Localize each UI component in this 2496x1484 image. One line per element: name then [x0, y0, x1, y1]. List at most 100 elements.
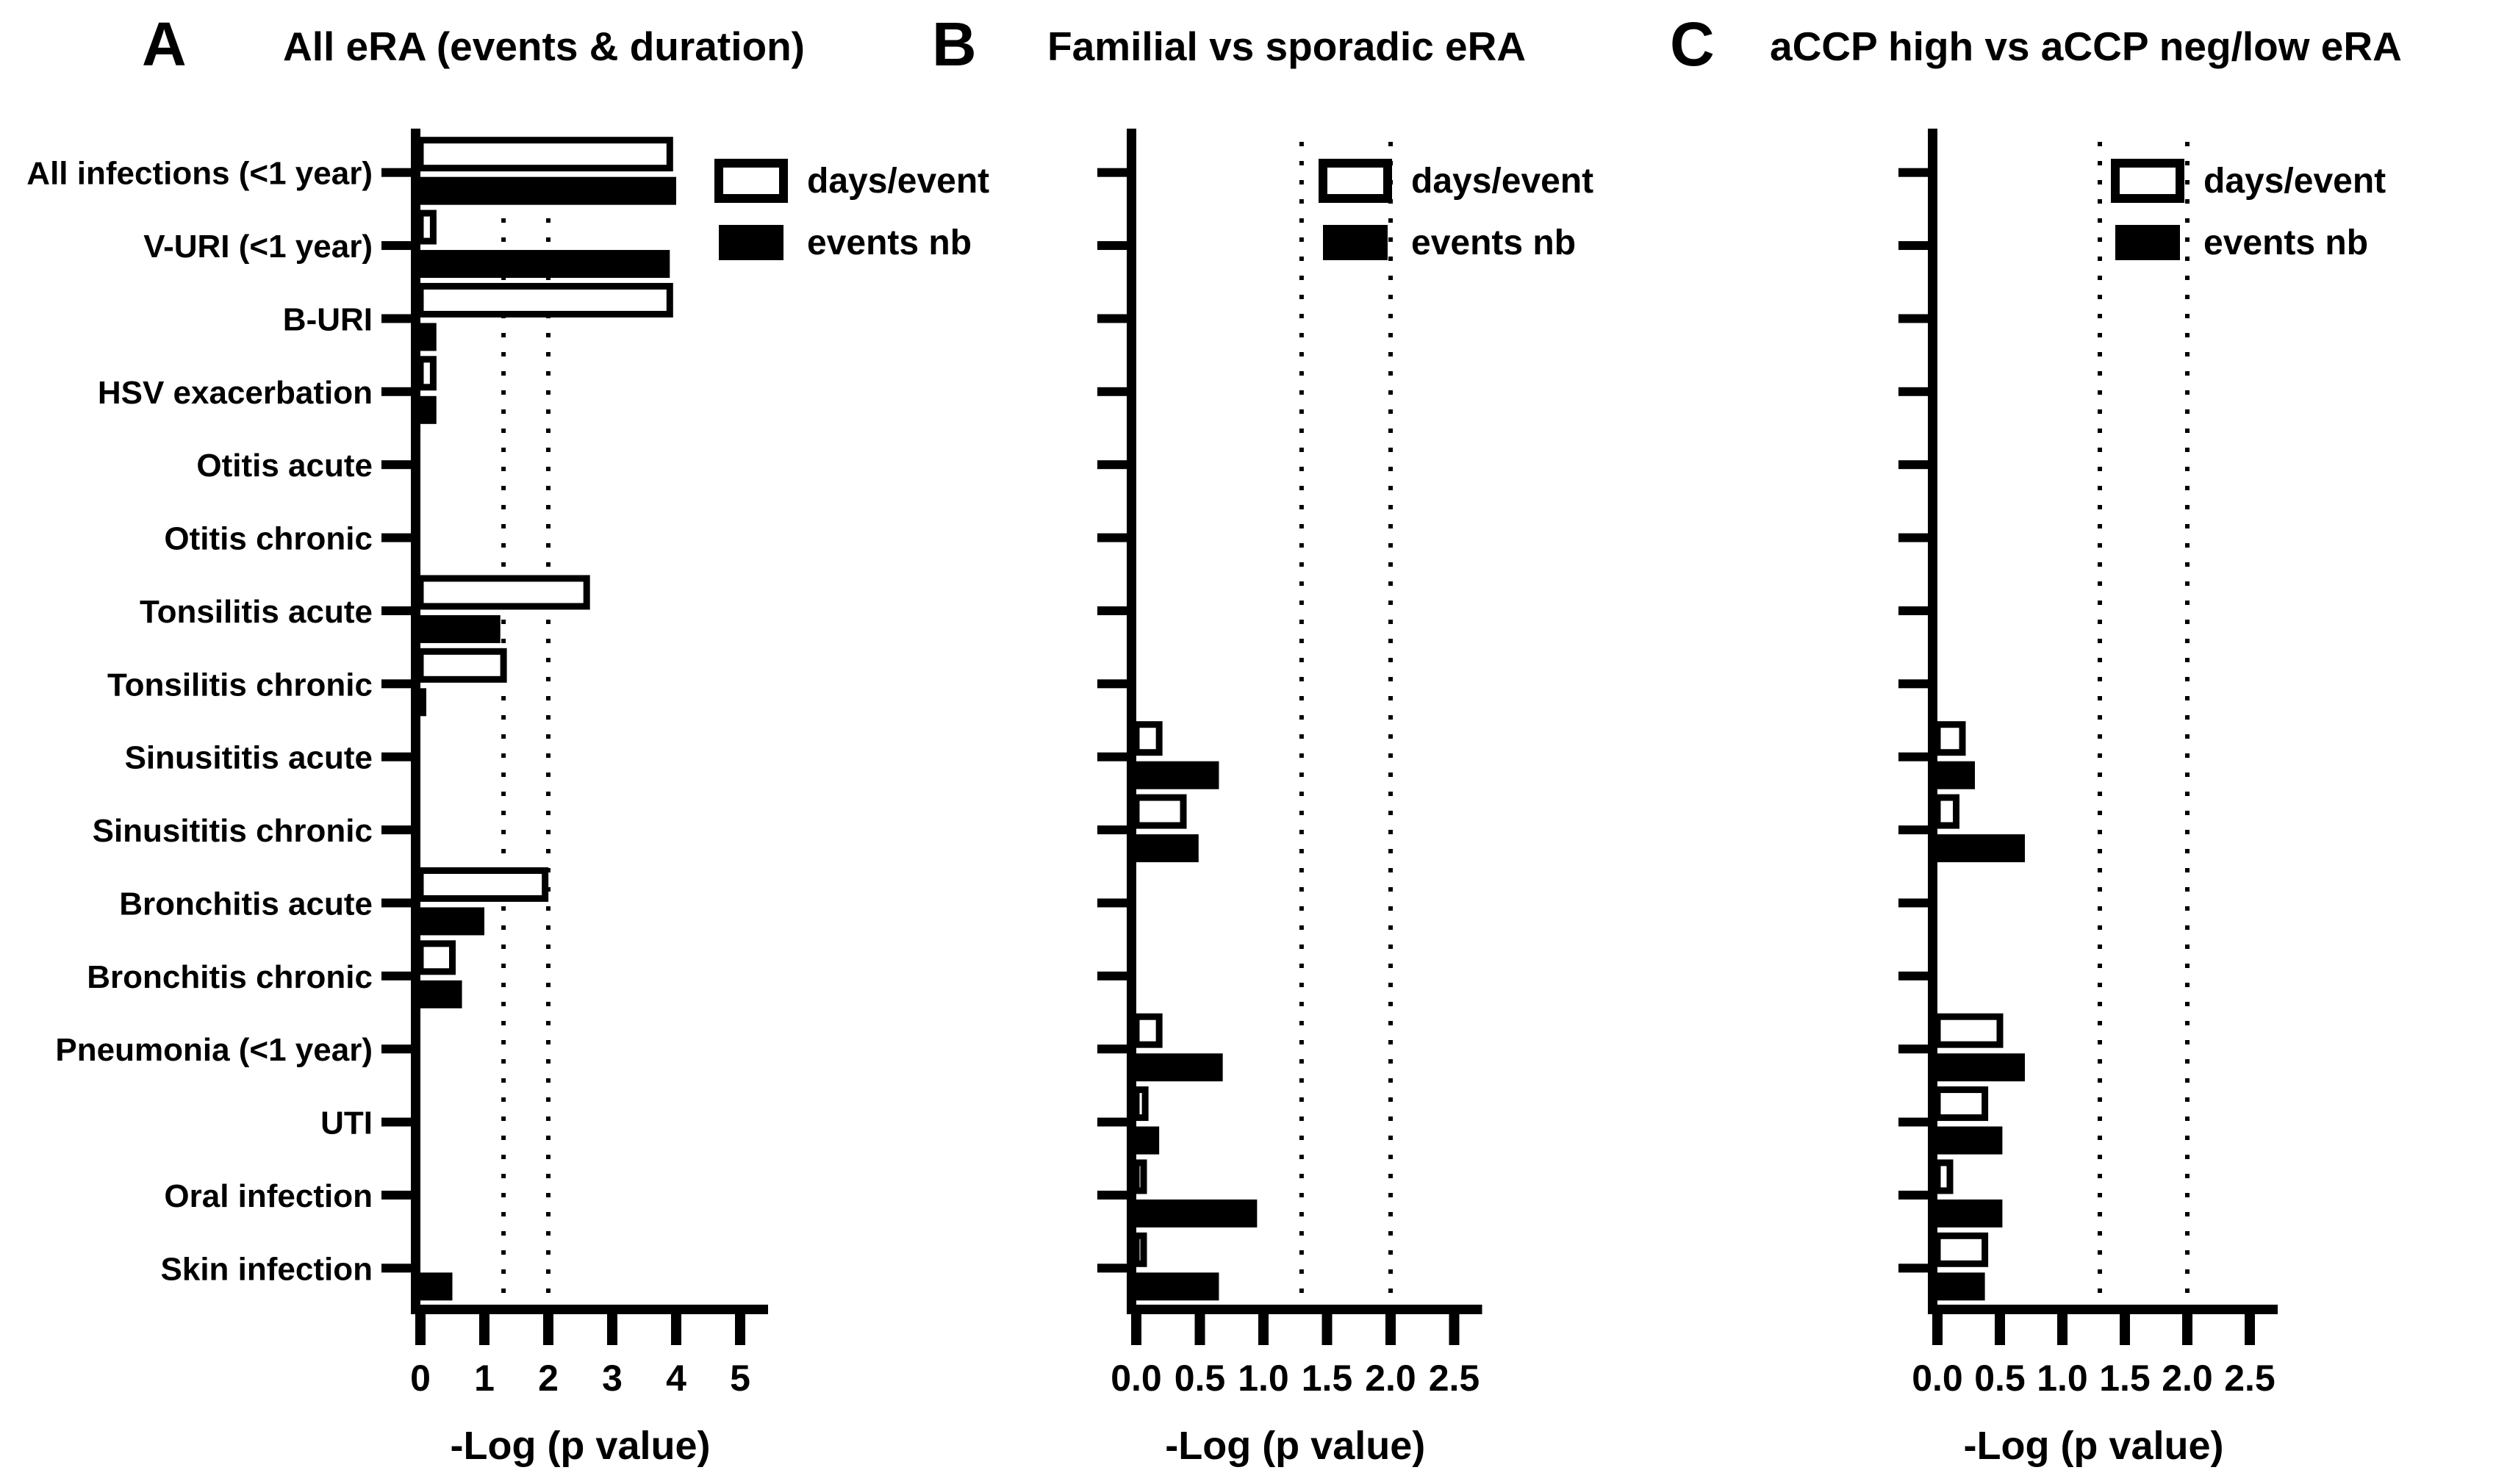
bar-events-nb-a: [420, 614, 501, 643]
y-tick-a: [381, 533, 411, 542]
y-tick-c: [1898, 1263, 1928, 1273]
bar-days-event-a: [417, 867, 549, 902]
legend-events-nb-swatch-icon: [2115, 225, 2180, 260]
bar-events-nb-a: [420, 323, 437, 351]
panel-a-title: All eRA (events & duration): [283, 24, 805, 69]
y-tick-a: [381, 460, 411, 470]
x-tick-c: [1995, 1314, 2005, 1345]
bar-events-nb-c: [1937, 1126, 2003, 1155]
category-label: Tonsilitis chronic: [107, 667, 373, 703]
x-tick-label: 2.0: [2162, 1358, 2213, 1399]
panel-c-title: aCCP high vs aCCP neg/low eRA: [1770, 24, 2402, 69]
category-label: All infections (<1 year): [26, 156, 373, 192]
y-tick-c: [1898, 679, 1928, 689]
x-tick-b: [1194, 1314, 1205, 1345]
x-tick-label: 5: [730, 1358, 750, 1399]
panel-c-letter: C: [1670, 10, 1715, 79]
bar-days-event-c: [1934, 1086, 1989, 1122]
x-tick-c: [2057, 1314, 2068, 1345]
bar-days-event-c: [1934, 721, 1966, 756]
bar-days-event-a: [417, 940, 456, 975]
bar-events-nb-b: [1136, 1053, 1223, 1082]
x-tick-label: 3: [602, 1358, 623, 1399]
x-tick-label: 1.5: [1302, 1358, 1353, 1399]
x-axis-label: -Log (p value): [1964, 1424, 2224, 1468]
bar-days-event-a: [417, 575, 590, 610]
x-tick-a: [543, 1314, 553, 1345]
y-axis-panel-b: [1127, 129, 1136, 1305]
category-label: Bronchitis chronic: [87, 959, 373, 995]
category-label: Pneumonia (<1 year): [55, 1032, 373, 1068]
y-axis-panel-a: [411, 129, 420, 1305]
bar-days-event-a: [417, 282, 673, 318]
category-label: UTI: [320, 1105, 373, 1141]
y-tick-c: [1898, 971, 1928, 981]
x-tick-b: [1258, 1314, 1269, 1345]
x-tick-c: [1932, 1314, 1943, 1345]
y-tick-a: [381, 679, 411, 689]
bar-events-nb-b: [1136, 1272, 1219, 1301]
category-label: Sinusititis chronic: [93, 813, 373, 849]
bar-days-event-a: [417, 137, 673, 172]
y-tick-b: [1097, 168, 1127, 177]
y-tick-c: [1898, 606, 1928, 615]
x-tick-label: 0.0: [1111, 1358, 1162, 1399]
x-tick-a: [671, 1314, 681, 1345]
bar-events-nb-c: [1937, 834, 2025, 863]
panel-b-letter: B: [932, 10, 977, 79]
legend-days-event-swatch-icon: [1319, 159, 1392, 203]
category-label: Otitis chronic: [164, 521, 373, 557]
x-tick-a: [415, 1314, 426, 1345]
x-tick-label: 0.5: [1175, 1358, 1226, 1399]
x-tick-label: 4: [666, 1358, 686, 1399]
bar-days-event-a: [417, 648, 507, 683]
y-tick-b: [1097, 387, 1127, 396]
panel-a-letter: A: [142, 10, 187, 79]
panel-b-title: Familial vs sporadic eRA: [1047, 24, 1527, 69]
bar-days-event-a: [417, 356, 437, 391]
y-tick-b: [1097, 1190, 1127, 1200]
bar-events-nb-a: [420, 907, 484, 936]
bar-events-nb-c: [1937, 1199, 2003, 1227]
legend-days-event-swatch-icon: [2111, 159, 2184, 203]
category-label: Oral infection: [164, 1178, 373, 1214]
y-tick-b: [1097, 971, 1127, 981]
bar-events-nb-a: [420, 395, 437, 424]
x-tick-a: [607, 1314, 617, 1345]
y-tick-c: [1898, 314, 1928, 323]
category-label: B-URI: [283, 301, 373, 337]
y-axis-panel-c: [1928, 129, 1937, 1305]
x-tick-b: [1131, 1314, 1141, 1345]
x-tick-label: 1.0: [2037, 1358, 2088, 1399]
x-tick-label: 1.5: [2099, 1358, 2151, 1399]
y-tick-c: [1898, 460, 1928, 470]
y-tick-b: [1097, 825, 1127, 835]
x-tick-c: [2245, 1314, 2255, 1345]
x-tick-label: 2.5: [2224, 1358, 2276, 1399]
y-tick-c: [1898, 1117, 1928, 1127]
bar-days-event-a: [417, 209, 437, 245]
x-tick-label: 0.5: [1974, 1358, 2026, 1399]
x-tick-label: 2.5: [1429, 1358, 1480, 1399]
bar-days-event-b: [1133, 1086, 1149, 1122]
y-tick-a: [381, 314, 411, 323]
legend-days-event-label: days/event: [1411, 162, 1593, 201]
bar-days-event-b: [1133, 721, 1163, 756]
bar-events-nb-a: [420, 1272, 453, 1301]
legend-events-nb-label: events nb: [807, 223, 972, 262]
y-tick-a: [381, 1263, 411, 1273]
category-label: Bronchitis acute: [119, 886, 373, 922]
bar-days-event-b: [1133, 794, 1187, 829]
bar-events-nb-a: [420, 688, 426, 717]
y-tick-c: [1898, 241, 1928, 251]
y-tick-a: [381, 1117, 411, 1127]
category-label: Tonsilitis acute: [140, 594, 373, 630]
legend-days-event-label: days/event: [807, 162, 989, 201]
y-tick-a: [381, 1190, 411, 1200]
bar-events-nb-c: [1937, 1053, 2025, 1082]
bar-days-event-b: [1133, 1013, 1163, 1048]
y-tick-a: [381, 971, 411, 981]
category-label: Sinusititis acute: [125, 740, 373, 776]
bar-days-event-c: [1934, 1159, 1954, 1194]
x-tick-label: 0: [410, 1358, 431, 1399]
